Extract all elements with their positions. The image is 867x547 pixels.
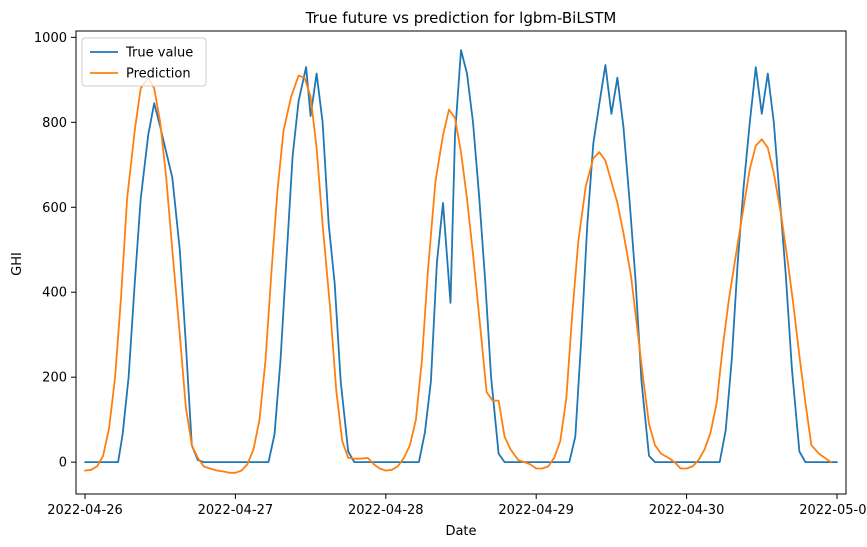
x-tick-label: 2022-05-01 — [799, 503, 867, 518]
legend-label-prediction: Prediction — [126, 67, 191, 82]
legend: True value Prediction — [81, 37, 207, 87]
axes: 2022-04-26 2022-04-27 2022-04-28 2022-04-29… — [34, 30, 867, 518]
y-tick-label: 800 — [42, 116, 67, 131]
x-tick-label: 2022-04-26 — [47, 503, 123, 518]
chart-title: True future vs prediction for lgbm-BiLST… — [305, 9, 617, 27]
series-line-prediction — [84, 74, 832, 474]
legend-box — [81, 37, 207, 87]
x-tick-label: 2022-04-27 — [198, 503, 274, 518]
legend-label-true-value: True value — [125, 46, 193, 61]
plot-background — [76, 31, 846, 494]
y-tick-label: 400 — [42, 286, 67, 301]
x-tick-label: 2022-04-29 — [498, 503, 574, 518]
y-tick-label: 600 — [42, 201, 67, 216]
y-tick-label: 200 — [42, 371, 67, 386]
series-line-true-value — [84, 49, 838, 463]
axes-frame — [75, 30, 847, 495]
series-group — [84, 49, 838, 474]
x-axis-title: Date — [445, 524, 476, 539]
x-tick-label: 2022-04-28 — [348, 503, 424, 518]
y-axis-title: GHI — [10, 252, 25, 276]
y-tick-label: 1000 — [34, 31, 67, 46]
x-tick-label: 2022-04-30 — [649, 503, 725, 518]
plot-area — [76, 31, 846, 494]
y-tick-label: 0 — [59, 456, 67, 471]
